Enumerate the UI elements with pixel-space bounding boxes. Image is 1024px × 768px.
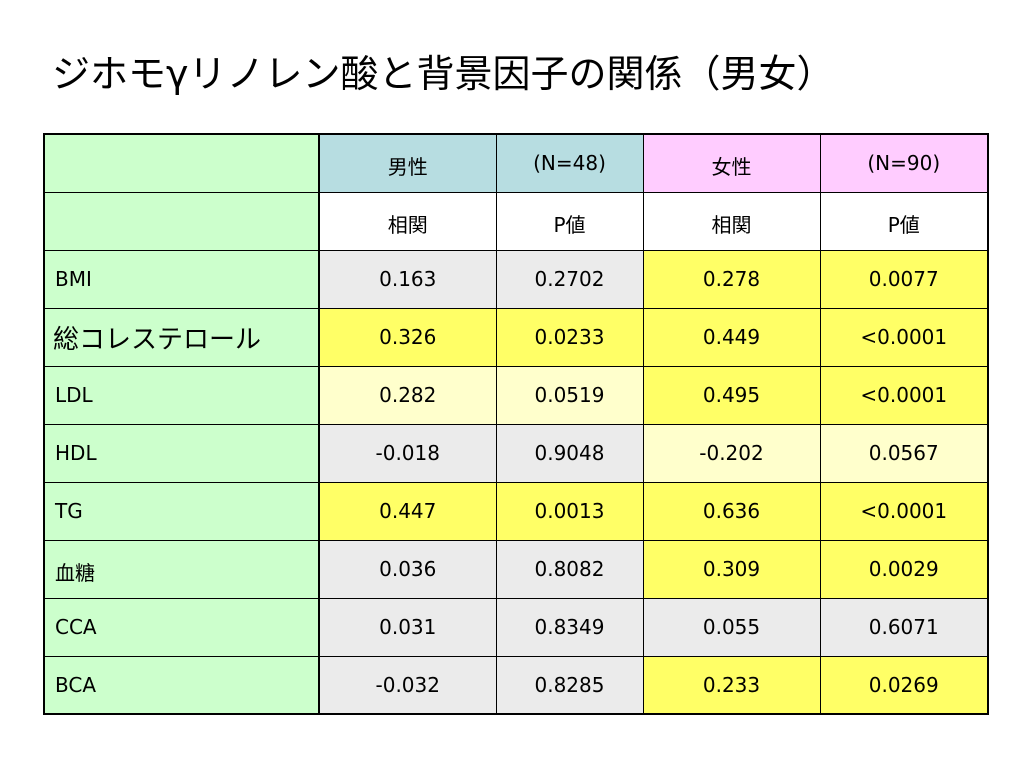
- male-p-cell: 0.9048: [495, 423, 644, 483]
- table-row: CCA 0.031 0.8349 0.055 0.6071: [43, 597, 989, 657]
- header-male-n: (N=48): [495, 133, 644, 193]
- header-male: 男性: [318, 133, 497, 193]
- male-corr-cell: -0.032: [318, 655, 497, 715]
- female-p-cell: 0.6071: [819, 597, 989, 657]
- male-corr-cell: 0.326: [318, 307, 497, 367]
- male-corr-cell: -0.018: [318, 423, 497, 483]
- table-row: 血糖 0.036 0.8082 0.309 0.0029: [43, 539, 989, 599]
- female-p-cell: 0.0567: [819, 423, 989, 483]
- table-row: TG 0.447 0.0013 0.636 <0.0001: [43, 481, 989, 541]
- table-row: BMI 0.163 0.2702 0.278 0.0077: [43, 249, 989, 309]
- header-female-p: P値: [819, 191, 989, 251]
- header-female-corr: 相関: [642, 191, 821, 251]
- row-label: CCA: [43, 597, 320, 657]
- correlation-table: 男性 (N=48) 女性 (N=90) 相関 P値 相関 P値 BMI 0.16…: [43, 133, 989, 715]
- female-p-cell: <0.0001: [819, 307, 989, 367]
- header-male-p: P値: [495, 191, 644, 251]
- female-corr-cell: 0.309: [642, 539, 821, 599]
- male-corr-cell: 0.031: [318, 597, 497, 657]
- row-label: 血糖: [43, 539, 320, 599]
- female-p-cell: 0.0029: [819, 539, 989, 599]
- page-title: ジホモγリノレン酸と背景因子の関係（男女）: [52, 52, 835, 96]
- female-p-cell: 0.0077: [819, 249, 989, 309]
- header-female: 女性: [642, 133, 821, 193]
- female-corr-cell: -0.202: [642, 423, 821, 483]
- header-male-corr: 相関: [318, 191, 497, 251]
- row-label: TG: [43, 481, 320, 541]
- female-corr-cell: 0.495: [642, 365, 821, 425]
- male-corr-cell: 0.282: [318, 365, 497, 425]
- male-p-cell: 0.8082: [495, 539, 644, 599]
- male-p-cell: 0.0233: [495, 307, 644, 367]
- row-label: HDL: [43, 423, 320, 483]
- male-p-cell: 0.2702: [495, 249, 644, 309]
- header-female-n: (N=90): [819, 133, 989, 193]
- female-corr-cell: 0.055: [642, 597, 821, 657]
- table-row: HDL -0.018 0.9048 -0.202 0.0567: [43, 423, 989, 483]
- row-label: BCA: [43, 655, 320, 715]
- male-p-cell: 0.0013: [495, 481, 644, 541]
- female-p-cell: <0.0001: [819, 365, 989, 425]
- male-p-cell: 0.0519: [495, 365, 644, 425]
- female-p-cell: <0.0001: [819, 481, 989, 541]
- row-label: BMI: [43, 249, 320, 309]
- male-corr-cell: 0.447: [318, 481, 497, 541]
- female-p-cell: 0.0269: [819, 655, 989, 715]
- table-row: 総コレステロール 0.326 0.0233 0.449 <0.0001: [43, 307, 989, 367]
- male-p-cell: 0.8285: [495, 655, 644, 715]
- row-label: 総コレステロール: [43, 307, 320, 367]
- male-p-cell: 0.8349: [495, 597, 644, 657]
- table-header-corner-2: [43, 191, 320, 251]
- male-corr-cell: 0.036: [318, 539, 497, 599]
- table-row: BCA -0.032 0.8285 0.233 0.0269: [43, 655, 989, 715]
- table-row: LDL 0.282 0.0519 0.495 <0.0001: [43, 365, 989, 425]
- row-label: LDL: [43, 365, 320, 425]
- table-header-row-group: 男性 (N=48) 女性 (N=90): [43, 133, 989, 193]
- female-corr-cell: 0.449: [642, 307, 821, 367]
- female-corr-cell: 0.233: [642, 655, 821, 715]
- male-corr-cell: 0.163: [318, 249, 497, 309]
- table-header-corner: [43, 133, 320, 193]
- female-corr-cell: 0.636: [642, 481, 821, 541]
- table-header-row-columns: 相関 P値 相関 P値: [43, 191, 989, 251]
- female-corr-cell: 0.278: [642, 249, 821, 309]
